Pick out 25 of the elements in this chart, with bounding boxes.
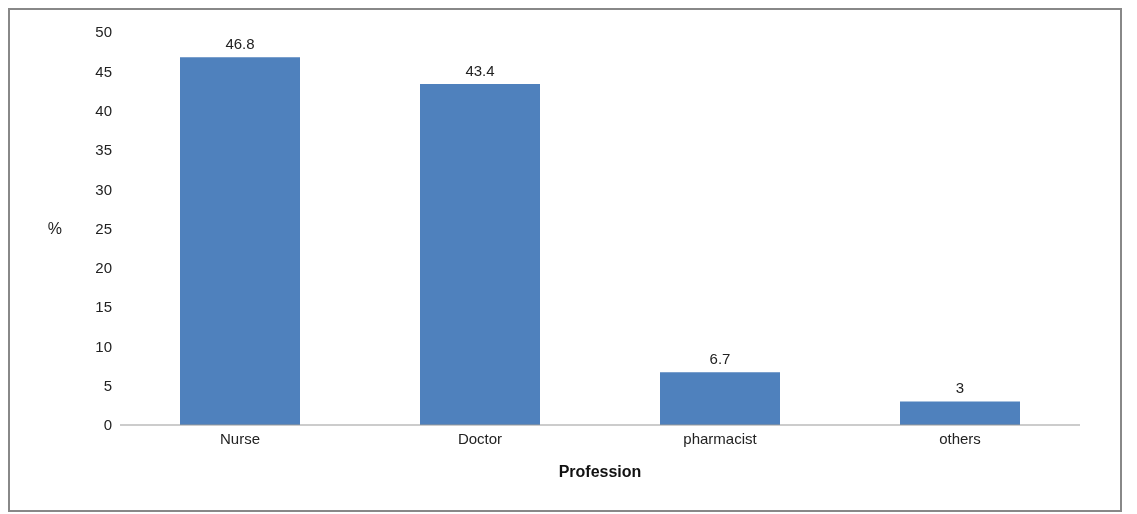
bar bbox=[420, 83, 540, 425]
data-label: 46.8 bbox=[225, 35, 255, 53]
data-label: 43.4 bbox=[465, 61, 495, 79]
y-tick-label: 30 bbox=[95, 180, 112, 198]
y-tick-label: 45 bbox=[95, 62, 112, 80]
data-label: 3 bbox=[955, 379, 965, 397]
x-tick-label: Doctor bbox=[457, 429, 503, 447]
y-tick-label: 10 bbox=[95, 337, 112, 355]
y-tick-label: 40 bbox=[95, 101, 112, 119]
bar bbox=[180, 57, 300, 425]
x-tick-label: others bbox=[939, 429, 981, 447]
y-tick-label: 35 bbox=[95, 141, 112, 159]
bar bbox=[900, 401, 1020, 425]
x-axis-title: Profession bbox=[558, 463, 642, 480]
y-tick-label: 50 bbox=[95, 23, 112, 41]
y-axis-title: % bbox=[47, 220, 62, 238]
data-label: 6.7 bbox=[709, 350, 731, 368]
y-tick-label: 0 bbox=[103, 416, 112, 434]
y-tick-label: 5 bbox=[103, 377, 112, 395]
x-tick-label: pharmacist bbox=[683, 429, 758, 447]
bar bbox=[660, 372, 780, 425]
y-tick-label: 15 bbox=[95, 298, 112, 316]
y-tick-label: 25 bbox=[95, 219, 112, 237]
x-tick-label: Nurse bbox=[219, 429, 261, 447]
y-tick-label: 20 bbox=[95, 259, 112, 277]
